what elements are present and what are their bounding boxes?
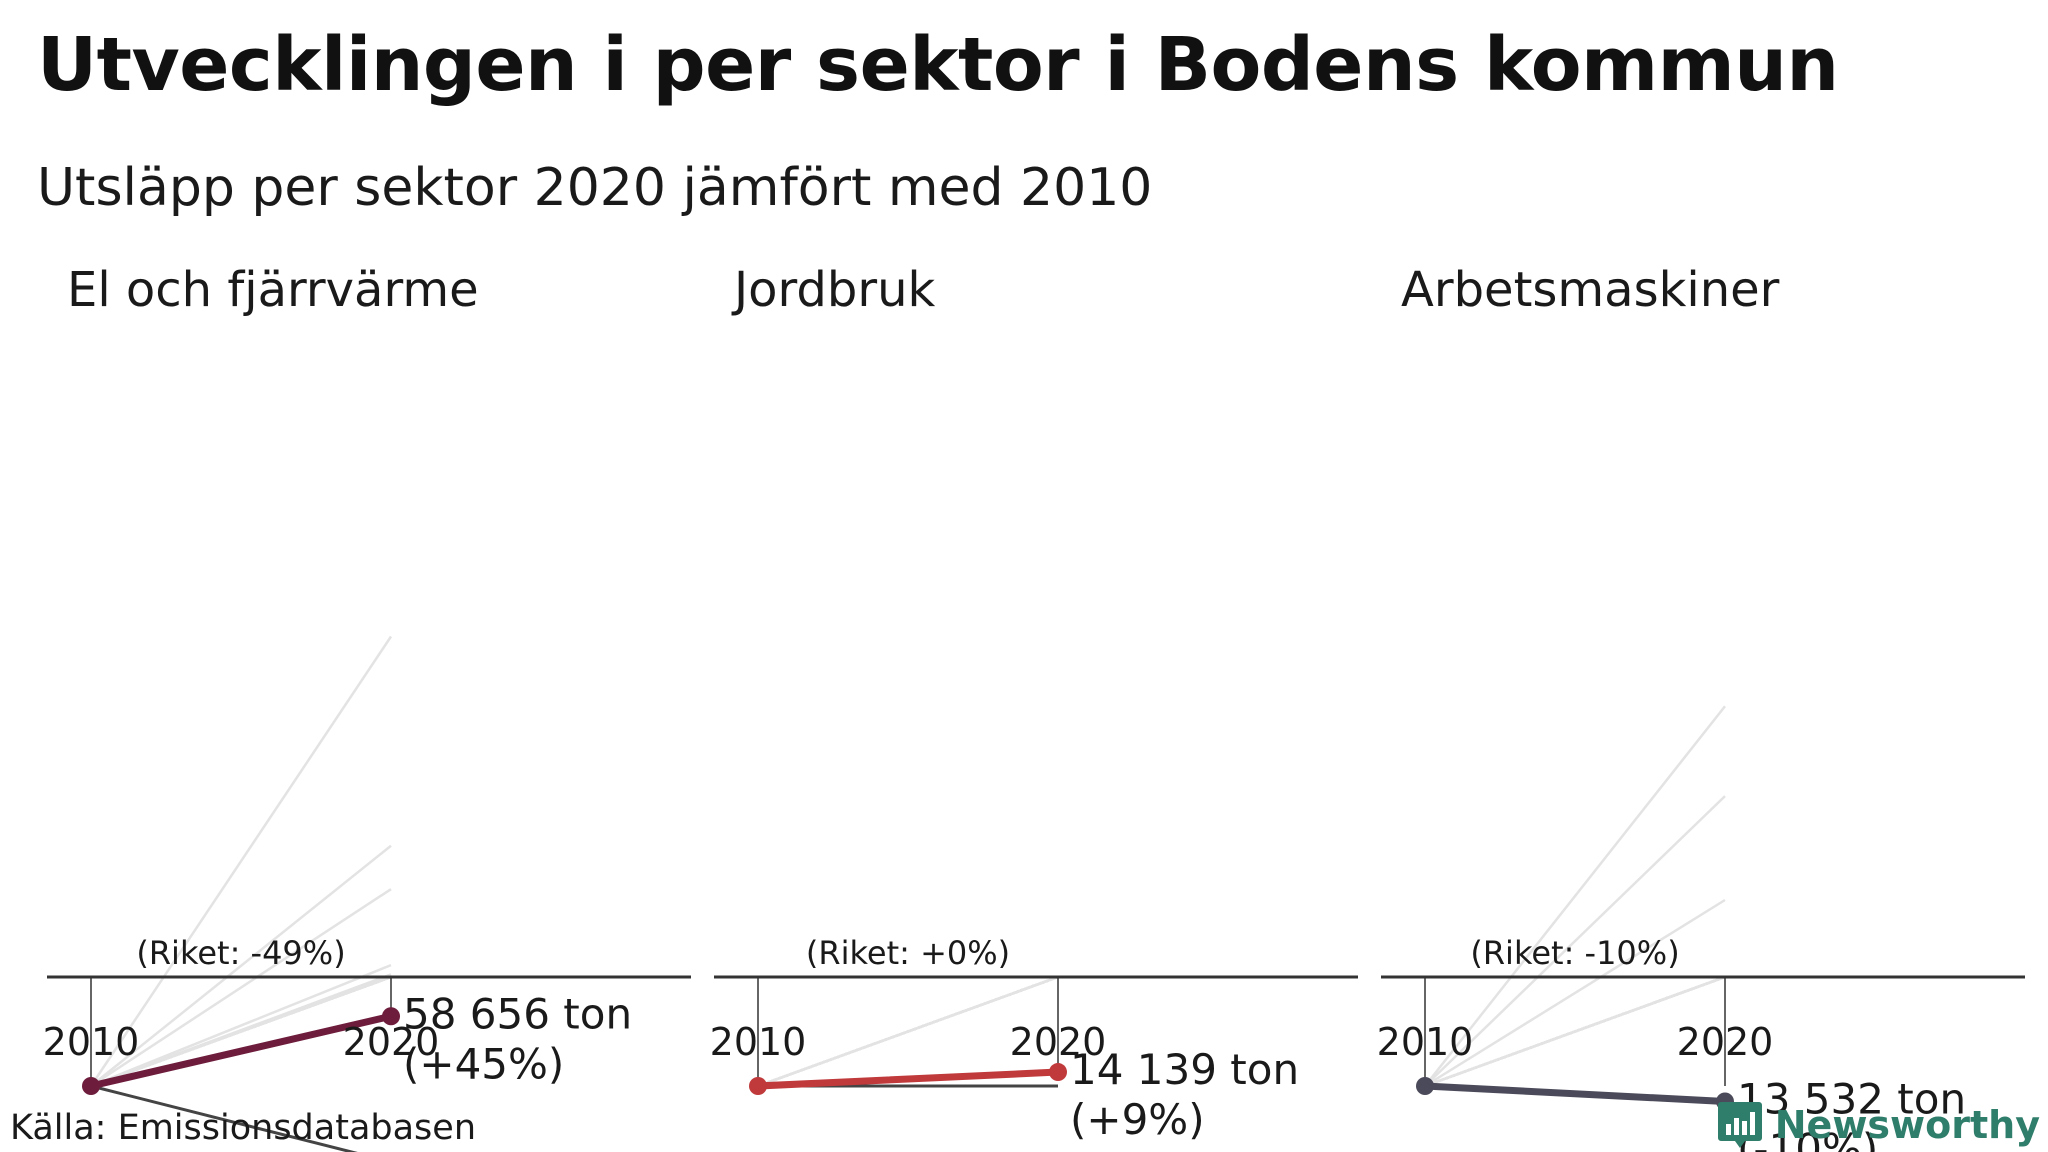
tick-label-2010: 2010 — [43, 1020, 140, 1064]
national-line — [90, 1084, 358, 1152]
panel-title: Jordbruk — [734, 262, 936, 318]
panel-jordbruk: Jordbruk 14 139 ton (+9%) (Riket: +0%) 2010… — [710, 262, 1374, 1144]
brand-logo[interactable]: Newsworthy — [1717, 1100, 2040, 1150]
comparison-line — [1424, 898, 1726, 1088]
municipality-line — [1421, 1082, 1729, 1105]
comparison-lines — [757, 975, 1059, 1088]
chart-title: Utvecklingen i per sektor i Bodens kommu… — [37, 22, 1839, 108]
point-2010 — [82, 1077, 100, 1095]
comparison-line — [89, 635, 393, 1087]
point-2010 — [749, 1077, 767, 1095]
municipality-line — [754, 1068, 1062, 1090]
comparison-lines — [1424, 705, 1726, 1088]
point-2020 — [1049, 1063, 1067, 1082]
sector-chart-jordbruk: 14 139 ton(+9%) (Riket: +0%) 2010 2020 — [710, 934, 1358, 1144]
national-label: (Riket: -10%) — [1470, 934, 1679, 972]
tick-label-2020: 2020 — [1010, 1020, 1107, 1064]
tick-label-2020: 2020 — [1677, 1020, 1774, 1064]
sector-chart-arbetsmaskiner: 13 532 ton(-10%)(Riket: -10%)2010 2020 — [1377, 705, 2025, 1152]
comparison-line — [757, 975, 1059, 1088]
tick-label-2010: 2010 — [710, 1020, 807, 1064]
comparison-line — [1424, 975, 1726, 1088]
newsworthy-logo-icon — [1717, 1102, 1762, 1148]
comparison-lines — [89, 635, 393, 1088]
panel-title: El och fjärrvärme — [67, 262, 479, 318]
national-label: (Riket: +0%) — [806, 934, 1010, 972]
chart-subtitle: Utsläpp per sektor 2020 jämfört med 2010 — [37, 158, 1153, 218]
municipality-line — [87, 1012, 395, 1090]
point-2010 — [1416, 1077, 1434, 1095]
national-label: (Riket: -49%) — [136, 934, 345, 972]
value-label: 58 656 ton — [403, 989, 632, 1038]
comparison-line — [90, 963, 392, 1088]
source-note: Källa: Emissionsdatabasen — [10, 1108, 477, 1148]
value-label: 13 532 ton — [1737, 1075, 1966, 1124]
panel-arbetsmaskiner: Arbetsmaskiner 13 532 ton (-10%) (Riket: -… — [1377, 262, 2041, 1152]
point-2020 — [382, 1007, 400, 1026]
tick-label-2010: 2010 — [1377, 1020, 1474, 1064]
comparison-line — [1424, 705, 1726, 1087]
comparison-line — [90, 844, 392, 1087]
sector-chart-el-och-fjarrvarme: 58 656 ton(+45%) (Riket: -49%) 2010 2020 — [43, 635, 691, 1152]
tick-label-2020: 2020 — [343, 1020, 440, 1064]
comparison-line — [90, 975, 392, 1088]
change-label: (+45%) — [403, 1039, 564, 1088]
change-label: (+9%) — [1070, 1095, 1205, 1144]
panel-title: Arbetsmaskiner — [1401, 262, 1780, 318]
value-label: 14 139 ton — [1070, 1045, 1299, 1094]
comparison-line — [1424, 795, 1726, 1087]
comparison-line — [90, 888, 392, 1088]
panel-el-och-fjarrvarme: El och fjärrvärme 58 656 ton (+45%) (Riket… — [43, 262, 707, 1152]
brand-name: Newsworthy — [1774, 1103, 2040, 1147]
